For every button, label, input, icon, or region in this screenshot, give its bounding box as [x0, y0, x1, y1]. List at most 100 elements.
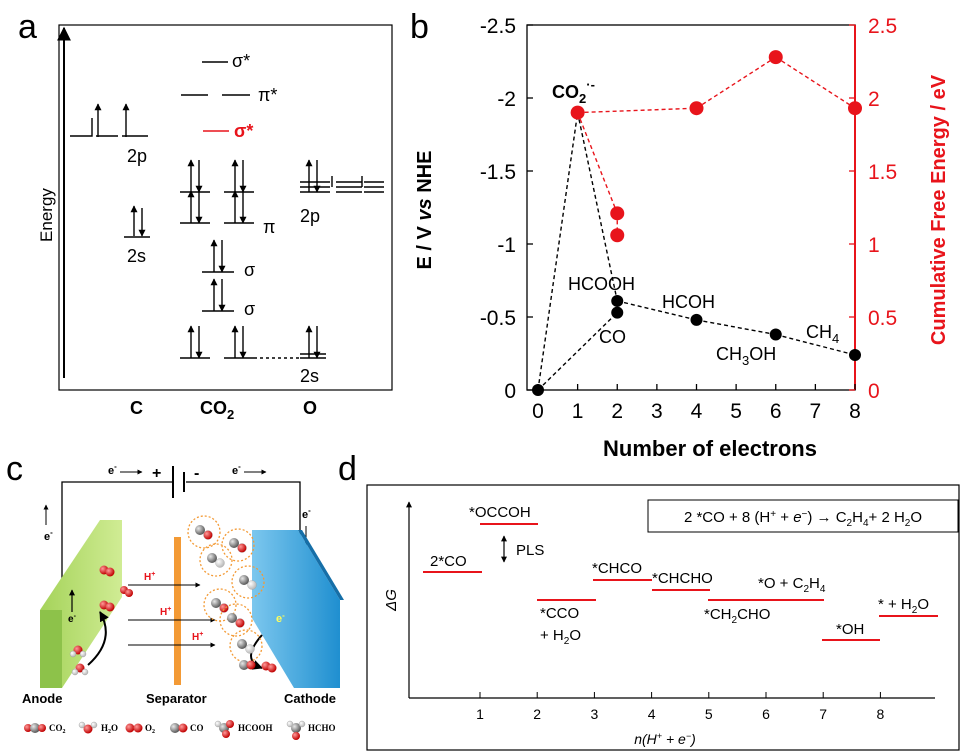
proton-label-2: H+: [160, 606, 171, 618]
molecule-legend: CO2 H2O O2 CO HCOOH HCHO: [24, 720, 336, 740]
d-x-tick-label: 3: [591, 706, 599, 722]
o-2p-level-2: [331, 176, 362, 193]
atom: [215, 558, 225, 568]
black-series-segment: [537, 112, 579, 391]
label-ch3oh: CH3OH: [716, 344, 776, 368]
red-data-point: [848, 101, 862, 116]
anode-side: [40, 610, 62, 688]
label-o-c2h4: *O + C2H4: [758, 575, 826, 595]
y-left-tick-label: -2: [497, 88, 516, 111]
anode-curved-arrow: [87, 611, 109, 666]
x-tick-label: 8: [849, 400, 861, 423]
electron-label-left: e-: [44, 528, 53, 543]
h2o-molecule: [79, 650, 87, 658]
carbon-atom: [211, 598, 221, 608]
label-oh: *OH: [836, 621, 864, 638]
cathode-electrode: [252, 530, 340, 688]
x-tick-label: 1: [572, 400, 584, 423]
o-2p-label: 2p: [300, 206, 320, 226]
o2-molecule: [105, 567, 115, 577]
o-2s-label: 2s: [300, 366, 319, 386]
anode-label: Anode: [22, 691, 62, 706]
x-label-c: C: [130, 398, 143, 418]
co-molecule: [246, 660, 256, 670]
black-data-point: [611, 306, 624, 319]
svg-text:H2O: H2O: [101, 723, 118, 735]
black-data-point: [532, 384, 544, 396]
plot-b-lines: [537, 56, 856, 391]
reaction-box: [647, 499, 959, 533]
pls-label: PLS: [516, 542, 544, 559]
label-ch2cho: *CH2CHO: [704, 606, 770, 626]
svg-text:O2: O2: [145, 723, 155, 735]
o2-molecule: [105, 602, 115, 612]
co2-electron-pairs: [187, 159, 321, 359]
x-label-co2: CO2: [200, 398, 234, 422]
left-axis-label: E / V vs NHE: [414, 151, 436, 270]
y-right-tick-label: 0.5: [868, 307, 897, 330]
panel-d-letter: d: [338, 450, 357, 488]
label-chcho: *CHCHO: [652, 570, 713, 587]
dg-axis-label: ΔG: [383, 589, 400, 612]
svg-text:HCHO: HCHO: [308, 723, 336, 733]
y-right-tick-label: 2: [868, 88, 880, 111]
o-2p-level-3: [361, 176, 384, 193]
black-data-point: [849, 348, 861, 361]
y-left-tick-label: -2.5: [480, 15, 516, 38]
product-bubble: [187, 515, 221, 549]
sigma-label-2: σ: [244, 299, 255, 319]
panel-d-frame: [366, 484, 960, 751]
x-axis-label: Number of electrons: [603, 436, 817, 461]
h2o-molecule: [69, 650, 77, 658]
anode-electron-label: e-: [68, 613, 77, 625]
legend-hcooh: HCOOH: [214, 720, 273, 738]
state-labels: 2*CO *OCCOH *CCO + H2O *CHCO *CHCHO *CH2…: [430, 504, 929, 647]
legend-o2: O2: [125, 723, 155, 735]
x-tick-label: 5: [730, 400, 742, 423]
cathode-electron-label: e-: [276, 611, 285, 625]
label-co2-radical: CO2·-: [552, 77, 595, 106]
panel-b-letter: b: [410, 8, 429, 46]
pi-label: π: [263, 217, 275, 237]
carbon-atom: [195, 525, 205, 535]
c-2p-levels: [70, 118, 148, 137]
c-2p-label: 2p: [127, 146, 147, 166]
atom: [237, 543, 247, 553]
atom: [219, 603, 229, 613]
red-series-segment: [775, 56, 856, 109]
label-ch4: CH4: [806, 322, 839, 346]
carbon-atom: [237, 639, 247, 649]
h2o-molecule: [71, 668, 79, 676]
carbon-orbitals: [70, 103, 150, 238]
cathode-curved-arrow: [250, 634, 263, 670]
n-axis-label: n(H+ + e−): [634, 731, 696, 747]
y-right-tick-label: 2.5: [868, 15, 897, 38]
atom: [247, 580, 257, 590]
red-data-point: [689, 101, 704, 116]
o-2s-level: [300, 353, 326, 359]
sigma-star-top-label: σ*: [232, 51, 250, 71]
o-2p-level-1: [300, 181, 330, 193]
plot-b-points: [532, 50, 862, 396]
label-cco-water: + H2O: [540, 627, 581, 647]
proton-label-3: H+: [192, 631, 203, 643]
o2-molecule: [267, 663, 277, 673]
y-right-tick-label: 1: [868, 234, 880, 257]
h2o-molecule: [75, 663, 85, 673]
x-tick-label: 7: [810, 400, 822, 423]
black-series-segment: [576, 112, 618, 302]
legend-h2o: H2O: [78, 721, 118, 735]
battery-minus: -: [194, 465, 199, 482]
y-right-tick-label: 1.5: [868, 161, 897, 184]
red-series-segment: [576, 112, 618, 214]
x-tick-label: 0: [532, 400, 544, 423]
oxygen-orbitals: [300, 176, 384, 359]
legend-co: CO: [170, 723, 204, 733]
sigma-label-1: σ: [244, 260, 255, 280]
product-bubble: [199, 543, 233, 577]
x-label-o: O: [303, 398, 317, 418]
svg-text:CO: CO: [190, 723, 204, 733]
panel-d: d ΔG n(H+ + e−) 1 2 3 4 5 6 7 8 2 *CO + 8 (H+ +…: [338, 450, 960, 751]
carbon-atom: [239, 575, 249, 585]
